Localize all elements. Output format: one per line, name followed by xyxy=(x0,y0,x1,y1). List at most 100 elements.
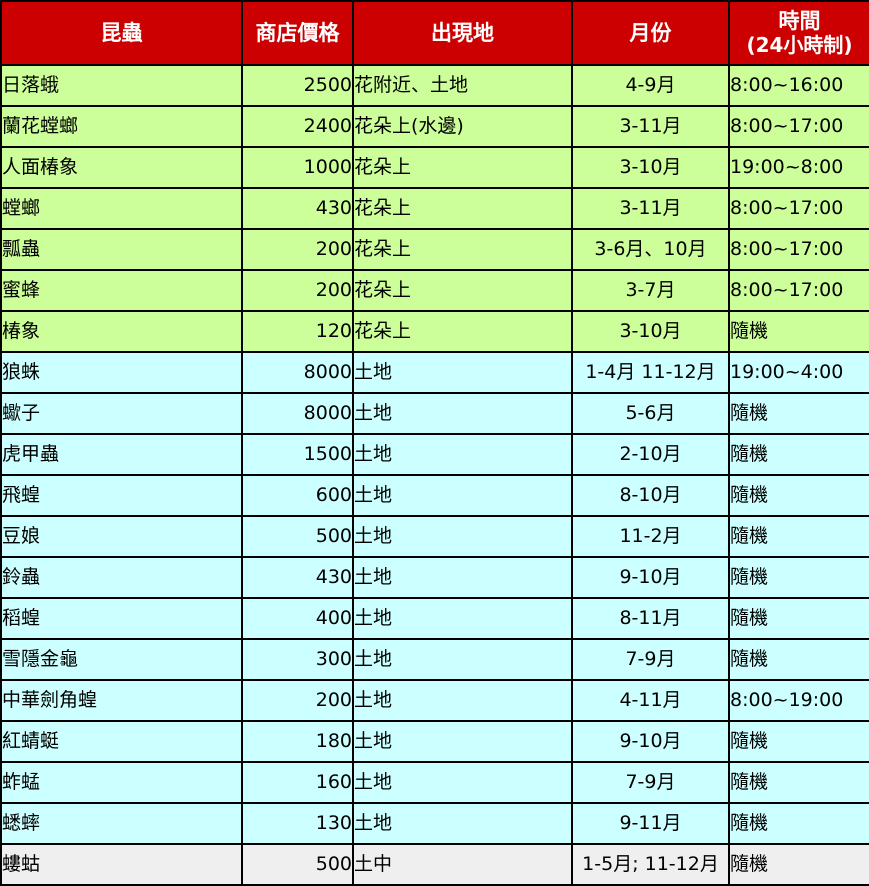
cell-price: 200 xyxy=(241,679,354,722)
cell-price: 300 xyxy=(241,638,354,681)
cell-name: 狼蛛 xyxy=(0,351,243,394)
cell-name: 蚱蜢 xyxy=(0,761,243,804)
cell-place: 土地 xyxy=(352,351,573,394)
cell-month: 9-10月 xyxy=(571,720,730,763)
cell-price: 8000 xyxy=(241,392,354,435)
cell-name: 螻蛄 xyxy=(0,843,243,886)
cell-month: 9-11月 xyxy=(571,802,730,845)
table-row: 日落蛾 2500 花附近、土地 4-9月 8:00~16:00 xyxy=(0,64,869,107)
cell-price: 8000 xyxy=(241,351,354,394)
cell-time: 8:00~17:00 xyxy=(728,187,869,230)
cell-price: 600 xyxy=(241,474,354,517)
cell-name: 豆娘 xyxy=(0,515,243,558)
cell-time: 隨機 xyxy=(728,802,869,845)
cell-price: 200 xyxy=(241,269,354,312)
cell-month: 8-10月 xyxy=(571,474,730,517)
cell-place: 土地 xyxy=(352,556,573,599)
cell-place: 土地 xyxy=(352,720,573,763)
table-row: 豆娘 500 土地 11-2月 隨機 xyxy=(0,515,869,558)
cell-price: 2400 xyxy=(241,105,354,148)
cell-time: 隨機 xyxy=(728,843,869,886)
column-header-time-main: 時間 xyxy=(778,8,821,33)
cell-time: 19:00~4:00 xyxy=(728,351,869,394)
column-header-month: 月份 xyxy=(571,0,730,66)
column-header-place: 出現地 xyxy=(352,0,573,66)
cell-place: 土地 xyxy=(352,433,573,476)
header-row: 昆蟲 商店價格 出現地 月份 時間 (24小時制) xyxy=(0,0,869,66)
cell-time: 隨機 xyxy=(728,761,869,804)
cell-month: 11-2月 xyxy=(571,515,730,558)
cell-month: 3-6月、10月 xyxy=(571,228,730,271)
cell-price: 120 xyxy=(241,310,354,353)
cell-name: 螳螂 xyxy=(0,187,243,230)
cell-place: 花朵上 xyxy=(352,310,573,353)
cell-name: 鈴蟲 xyxy=(0,556,243,599)
table-row: 稻蝗 400 土地 8-11月 隨機 xyxy=(0,597,869,640)
cell-price: 1000 xyxy=(241,146,354,189)
cell-month: 3-7月 xyxy=(571,269,730,312)
table-row: 中華劍角蝗 200 土地 4-11月 8:00~19:00 xyxy=(0,679,869,722)
table-row: 紅蜻蜓 180 土地 9-10月 隨機 xyxy=(0,720,869,763)
cell-month: 2-10月 xyxy=(571,433,730,476)
column-header-time-sub: (24小時制) xyxy=(746,32,853,57)
cell-price: 500 xyxy=(241,843,354,886)
cell-month: 1-5月; 11-12月 xyxy=(571,843,730,886)
column-header-price: 商店價格 xyxy=(241,0,354,66)
cell-month: 9-10月 xyxy=(571,556,730,599)
table-row: 螻蛄 500 土中 1-5月; 11-12月 隨機 xyxy=(0,843,869,886)
cell-price: 430 xyxy=(241,187,354,230)
cell-price: 180 xyxy=(241,720,354,763)
cell-name: 日落蛾 xyxy=(0,64,243,107)
cell-month: 7-9月 xyxy=(571,638,730,681)
cell-place: 花朵上 xyxy=(352,187,573,230)
cell-price: 200 xyxy=(241,228,354,271)
cell-time: 隨機 xyxy=(728,433,869,476)
cell-name: 椿象 xyxy=(0,310,243,353)
cell-price: 2500 xyxy=(241,64,354,107)
cell-month: 1-4月 11-12月 xyxy=(571,351,730,394)
cell-time: 隨機 xyxy=(728,310,869,353)
cell-month: 3-10月 xyxy=(571,310,730,353)
cell-place: 土地 xyxy=(352,802,573,845)
cell-price: 130 xyxy=(241,802,354,845)
cell-time: 8:00~17:00 xyxy=(728,228,869,271)
cell-name: 蜜蜂 xyxy=(0,269,243,312)
cell-time: 19:00~8:00 xyxy=(728,146,869,189)
cell-place: 花朵上 xyxy=(352,228,573,271)
cell-time: 隨機 xyxy=(728,515,869,558)
cell-time: 8:00~17:00 xyxy=(728,105,869,148)
table-row: 蜜蜂 200 花朵上 3-7月 8:00~17:00 xyxy=(0,269,869,312)
cell-month: 4-9月 xyxy=(571,64,730,107)
table-row: 瓢蟲 200 花朵上 3-6月、10月 8:00~17:00 xyxy=(0,228,869,271)
cell-month: 8-11月 xyxy=(571,597,730,640)
cell-place: 花附近、土地 xyxy=(352,64,573,107)
cell-price: 430 xyxy=(241,556,354,599)
cell-place: 土地 xyxy=(352,515,573,558)
cell-time: 8:00~19:00 xyxy=(728,679,869,722)
cell-month: 3-11月 xyxy=(571,187,730,230)
cell-time: 隨機 xyxy=(728,720,869,763)
cell-place: 土地 xyxy=(352,474,573,517)
cell-time: 隨機 xyxy=(728,556,869,599)
table-row: 蚱蜢 160 土地 7-9月 隨機 xyxy=(0,761,869,804)
cell-place: 土地 xyxy=(352,761,573,804)
table-row: 蠍子 8000 土地 5-6月 隨機 xyxy=(0,392,869,435)
cell-month: 7-9月 xyxy=(571,761,730,804)
cell-name: 稻蝗 xyxy=(0,597,243,640)
cell-name: 雪隱金龜 xyxy=(0,638,243,681)
cell-time: 隨機 xyxy=(728,474,869,517)
cell-name: 蠍子 xyxy=(0,392,243,435)
cell-name: 虎甲蟲 xyxy=(0,433,243,476)
cell-price: 1500 xyxy=(241,433,354,476)
cell-name: 飛蝗 xyxy=(0,474,243,517)
cell-month: 3-10月 xyxy=(571,146,730,189)
cell-time: 隨機 xyxy=(728,638,869,681)
table-header: 昆蟲 商店價格 出現地 月份 時間 (24小時制) xyxy=(0,0,869,66)
cell-place: 花朵上 xyxy=(352,269,573,312)
cell-time: 隨機 xyxy=(728,392,869,435)
cell-place: 土地 xyxy=(352,679,573,722)
cell-name: 蘭花螳螂 xyxy=(0,105,243,148)
cell-name: 紅蜻蜓 xyxy=(0,720,243,763)
cell-time: 8:00~16:00 xyxy=(728,64,869,107)
